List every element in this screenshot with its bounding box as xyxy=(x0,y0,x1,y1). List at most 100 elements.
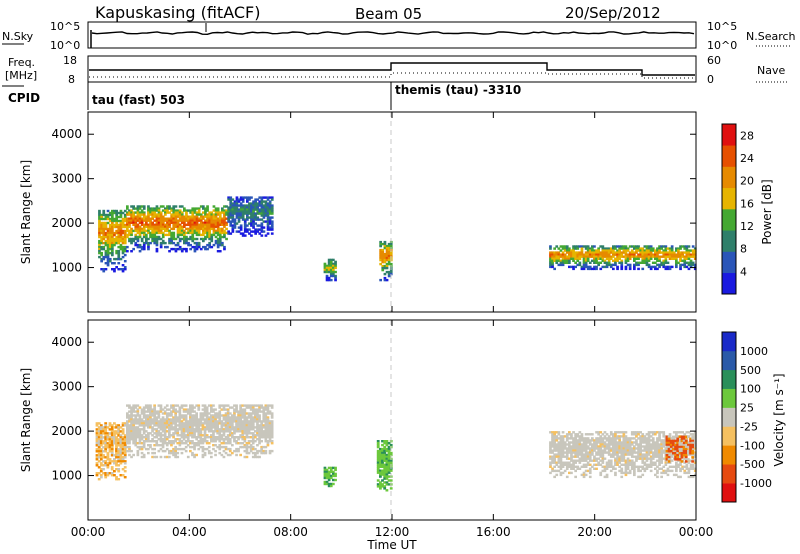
range-gate-cell xyxy=(593,467,596,470)
range-gate-cell xyxy=(130,205,133,208)
range-gate-cell xyxy=(601,259,605,262)
range-gate-cell xyxy=(580,449,584,452)
range-gate-cell xyxy=(656,259,659,262)
range-gate-cell xyxy=(241,434,245,437)
range-gate-cell xyxy=(637,245,640,248)
range-gate-cell xyxy=(241,430,245,433)
range-gate-cell xyxy=(174,445,177,449)
range-gate-cell xyxy=(147,451,150,455)
range-gate-cell xyxy=(379,244,382,248)
range-gate-cell xyxy=(325,278,329,282)
range-gate-cell xyxy=(176,219,180,222)
range-gate-cell xyxy=(245,404,249,407)
range-gate-cell xyxy=(176,416,180,419)
range-gate-cell xyxy=(243,416,247,419)
range-gate-cell xyxy=(582,463,586,466)
range-gate-cell xyxy=(155,235,159,239)
range-gate-cell xyxy=(108,460,112,463)
range-gate-cell xyxy=(675,255,678,258)
range-gate-cell xyxy=(597,453,600,456)
range-gate-cell xyxy=(264,430,268,433)
range-gate-cell xyxy=(178,231,182,235)
range-gate-cell xyxy=(565,251,569,254)
range-gate-cell xyxy=(633,449,636,452)
range-gate-cell xyxy=(193,455,196,459)
range-gate-cell xyxy=(553,247,556,250)
range-gate-cell xyxy=(582,459,586,462)
noise-sky-line xyxy=(91,31,695,36)
range-gate-cell xyxy=(580,253,584,256)
range-gate-cell xyxy=(553,259,556,262)
range-gate-cell xyxy=(180,217,184,220)
range-gate-cell xyxy=(582,465,586,468)
range-gate-cell xyxy=(584,437,588,440)
range-gate-cell xyxy=(633,259,636,262)
range-gate-cell xyxy=(574,257,577,260)
range-gate-cell xyxy=(656,255,659,258)
range-gate-cell xyxy=(689,475,693,479)
range-gate-cell xyxy=(216,209,220,212)
range-gate-cell xyxy=(574,469,577,473)
range-gate-cell xyxy=(647,257,651,260)
range-gate-cell xyxy=(601,249,605,252)
range-gate-cell xyxy=(197,428,201,431)
range-gate-cell xyxy=(616,453,619,456)
range-gate-cell xyxy=(214,449,217,453)
range-gate-cell xyxy=(599,437,603,440)
range-gate-cell xyxy=(224,424,228,427)
range-gate-cell xyxy=(677,247,680,250)
range-gate-cell xyxy=(670,459,674,462)
range-gate-cell xyxy=(216,414,219,417)
range-gate-cell xyxy=(136,213,140,216)
range-gate-cell xyxy=(576,251,580,254)
range-gate-cell xyxy=(199,412,203,415)
range-gate-cell xyxy=(270,414,274,417)
range-gate-cell xyxy=(229,212,233,215)
range-gate-cell xyxy=(574,443,577,446)
range-gate-cell xyxy=(658,451,661,454)
range-gate-cell xyxy=(214,436,217,439)
range-gate-cell xyxy=(662,457,666,460)
range-gate-cell xyxy=(178,416,182,419)
range-gate-cell xyxy=(597,253,600,256)
range-gate-cell xyxy=(172,219,176,222)
range-gate-cell xyxy=(98,255,101,259)
range-gate-cell xyxy=(130,418,133,421)
range-gate-cell xyxy=(605,261,609,264)
range-gate-cell xyxy=(633,253,636,256)
range-gate-cell xyxy=(660,467,663,470)
range-gate-cell xyxy=(218,223,222,226)
range-gate-cell xyxy=(235,202,239,205)
range-gate-cell xyxy=(635,433,638,436)
range-gate-cell xyxy=(151,221,154,224)
range-gate-cell xyxy=(334,264,337,268)
range-gate-cell xyxy=(637,257,640,260)
range-gate-cell xyxy=(205,428,209,431)
range-gate-cell xyxy=(379,461,382,464)
range-gate-cell xyxy=(161,227,165,231)
range-gate-cell xyxy=(268,210,272,213)
range-gate-cell xyxy=(178,438,182,441)
range-gate-cell xyxy=(98,239,101,243)
range-gate-cell xyxy=(323,468,327,472)
range-gate-cell xyxy=(121,229,125,233)
range-gate-cell xyxy=(677,255,680,258)
range-gate-cell xyxy=(243,438,247,441)
range-gate-cell xyxy=(668,255,672,258)
range-gate-cell xyxy=(689,452,692,455)
range-gate-cell xyxy=(113,217,116,221)
range-gate-cell xyxy=(628,265,632,269)
range-gate-cell xyxy=(626,457,630,460)
noise-panel-frame xyxy=(87,21,697,49)
range-gate-cell xyxy=(203,406,207,409)
range-gate-cell xyxy=(119,209,123,213)
range-gate-cell xyxy=(620,449,624,452)
range-gate-cell xyxy=(270,232,274,235)
range-gate-cell xyxy=(270,436,274,439)
range-gate-cell xyxy=(117,241,121,245)
range-gate-cell xyxy=(626,445,630,448)
range-gate-cell xyxy=(115,462,118,465)
range-gate-cell xyxy=(327,482,331,486)
y-tick-label: 4000 xyxy=(51,127,82,141)
range-gate-cell xyxy=(153,213,157,216)
